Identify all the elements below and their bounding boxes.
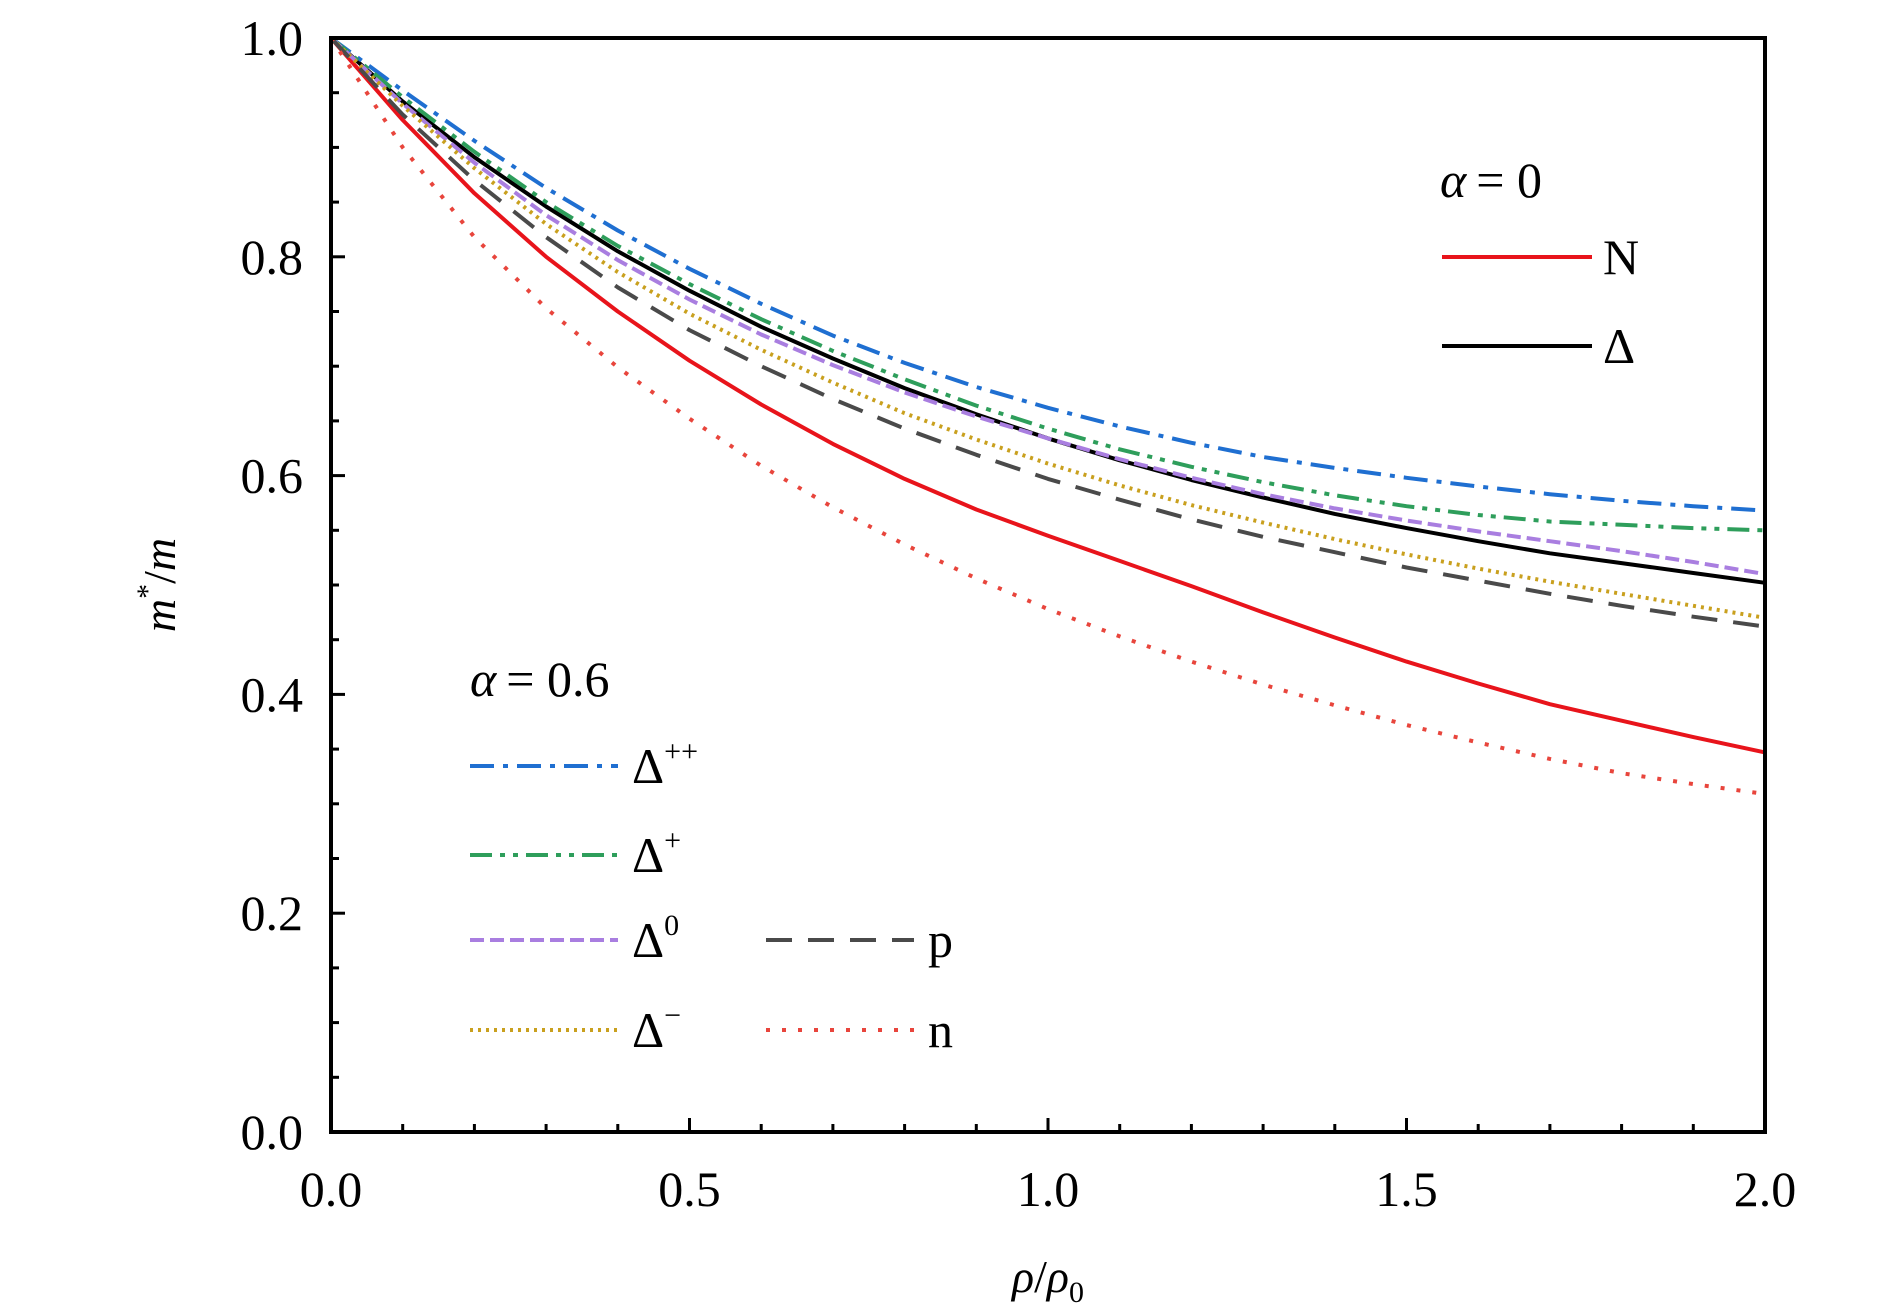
legend-label: Δ (1603, 318, 1635, 374)
legend-alpha-0-title: α = 0 (1440, 152, 1542, 208)
series-line-delta (329, 36, 1766, 585)
labels-layer: 0.0 0.5 1.0 1.5 2.0 0.0 0.2 0.4 0.6 0.8 1.0 (241, 10, 1797, 1217)
legend-entry-n: N (1442, 229, 1639, 285)
legend-entry-deltaplus: Δ+ (470, 824, 681, 883)
legend-alpha-0-6-title: α = 0.6 (470, 651, 609, 707)
legend-label: Δ++ (632, 735, 698, 794)
series-line-deltaplusplus (329, 36, 1766, 513)
series-line-n (329, 36, 1766, 755)
x-tick-label: 1.0 (1017, 1161, 1080, 1217)
y-tick-label: 0.0 (241, 1104, 304, 1160)
legend-entry-deltaminus: Δ− (470, 999, 681, 1058)
series-line-delta0 (329, 36, 1766, 577)
legend-label: p (928, 912, 953, 968)
legend-label: Δ− (632, 999, 681, 1058)
legend-entry-deltaplusplus: Δ++ (470, 735, 698, 794)
x-tick-label: 0.0 (300, 1161, 363, 1217)
series-line-deltaplus (329, 36, 1766, 533)
y-tick-label: 0.4 (241, 666, 304, 722)
ticks-layer (329, 36, 1767, 1134)
legend-entry-delta: Δ (1442, 318, 1635, 374)
legend-label: n (928, 1002, 953, 1058)
y-tick-label: 0.8 (241, 229, 304, 285)
y-tick-label: 0.6 (241, 448, 304, 504)
legend-label: N (1603, 229, 1639, 285)
legend-label: Δ+ (632, 824, 681, 883)
series-layer (329, 36, 1766, 796)
legend-alpha-0-6: α = 0.6 Δ++ Δ+ Δ0 Δ− pn (470, 651, 953, 1058)
y-tick-label: 0.2 (241, 885, 304, 941)
x-tick-label: 1.5 (1375, 1161, 1438, 1217)
x-tick-label: 0.5 (658, 1161, 721, 1217)
y-tick-label: 1.0 (241, 10, 304, 66)
legend-entry-p: p (766, 912, 953, 968)
legend-alpha-0: α = 0 NΔ (1440, 152, 1639, 374)
x-tick-label: 2.0 (1734, 1161, 1797, 1217)
legend-entry-n: n (766, 1002, 953, 1058)
legend-label: Δ0 (632, 909, 679, 968)
x-axis-title: ρ/ρ0 (1010, 1251, 1084, 1309)
y-axis-title: m*/m (131, 538, 185, 632)
series-line-deltaminus (329, 36, 1766, 620)
series-line-p (329, 36, 1766, 629)
legend-entry-delta0: Δ0 (470, 909, 679, 968)
